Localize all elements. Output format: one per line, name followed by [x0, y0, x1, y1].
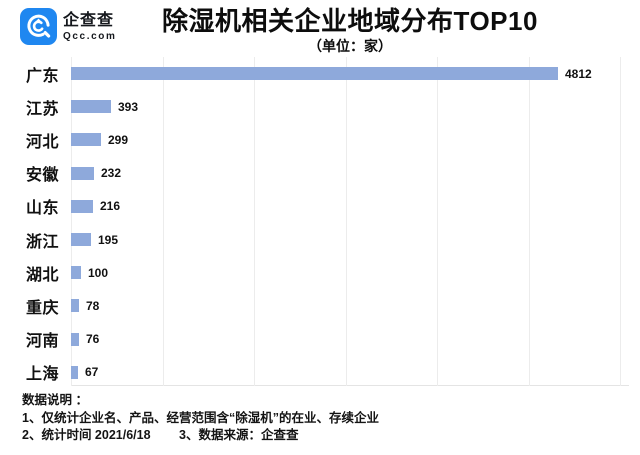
- gridline: [71, 57, 72, 386]
- chart-row: 河北 299: [0, 123, 640, 156]
- bar: [71, 67, 558, 81]
- chart-row: 浙江 195: [0, 223, 640, 256]
- value-label: 195: [98, 232, 119, 247]
- chart-row: 湖北 100: [0, 256, 640, 289]
- bar-wrap: 393: [71, 90, 138, 123]
- region-label: 山东: [26, 200, 60, 218]
- value-label: 232: [101, 166, 122, 181]
- chart-title: 除湿机相关企业地域分布TOP10: [162, 6, 538, 36]
- bar: [71, 299, 79, 313]
- bar: [71, 133, 101, 147]
- region-label: 广东: [26, 67, 60, 85]
- region-label: 河北: [26, 133, 60, 151]
- logo-text: 企查查 Qcc.com: [63, 11, 116, 42]
- gridline: [620, 57, 621, 386]
- value-label: 78: [86, 298, 100, 313]
- region-label: 江苏: [26, 100, 60, 118]
- bar: [71, 266, 81, 280]
- gridline: [162, 57, 164, 386]
- chart-row: 广东 4812: [0, 57, 640, 90]
- footer-notes: 数据说明 ： 1、仅统计企业名、产品、经营范围含“除湿机”的在业、存续企业 2、…: [22, 392, 630, 445]
- value-label: 299: [108, 132, 129, 147]
- chart-row: 山东 216: [0, 190, 640, 223]
- chart-row: 安徽 232: [0, 157, 640, 190]
- chart-subtitle: （单位：家）: [308, 38, 392, 54]
- qcc-logo: 企查查 Qcc.com: [20, 8, 116, 45]
- header: 企查查 Qcc.com 除湿机相关企业地域分布TOP10 （单位：家）: [0, 0, 640, 57]
- region-label: 重庆: [26, 299, 60, 317]
- gridline: [254, 57, 255, 386]
- gridline: [528, 57, 530, 386]
- region-label: 湖北: [26, 266, 60, 284]
- gridlines: [0, 57, 640, 386]
- bar: [71, 199, 93, 213]
- value-label: 4812: [565, 66, 592, 81]
- bar-wrap: 4812: [71, 57, 592, 90]
- footer-note-1: 1、仅统计企业名、产品、经营范围含“除湿机”的在业、存续企业: [22, 410, 379, 425]
- gridline: [437, 57, 438, 386]
- value-label: 216: [100, 199, 121, 214]
- region-label: 浙江: [26, 233, 60, 251]
- region-label: 河南: [26, 333, 60, 351]
- bar-wrap: 299: [71, 123, 128, 156]
- region-label: 上海: [26, 366, 60, 384]
- gridline: [345, 57, 347, 386]
- value-label: 100: [88, 265, 109, 280]
- value-label: 393: [118, 99, 139, 114]
- bar-wrap: 232: [71, 157, 121, 190]
- region-label: 安徽: [26, 167, 60, 185]
- bar: [71, 166, 94, 180]
- chart-row: 上海 67: [0, 356, 640, 389]
- value-label: 76: [86, 332, 100, 347]
- bar-wrap: 78: [71, 289, 99, 322]
- bar: [71, 100, 111, 114]
- footer-note-2: 2、统计时间 2021/6/18 3、数据来源：企查查: [22, 428, 299, 442]
- value-label: 67: [85, 365, 99, 380]
- chart-rows: 广东 4812 江苏 393 河北 299 安徽 232 山东 216 浙江 195 湖北 100 重庆 78…: [0, 57, 640, 389]
- bar-wrap: 195: [71, 223, 118, 256]
- logo-subtext: Qcc.com: [63, 31, 117, 42]
- title-block: 除湿机相关企业地域分布TOP10 （单位：家）: [60, 6, 640, 54]
- x-axis-line: [71, 385, 629, 386]
- bar: [71, 233, 91, 247]
- bar-wrap: 100: [71, 256, 108, 289]
- bar-wrap: 67: [71, 356, 98, 389]
- bar-wrap: 76: [71, 323, 99, 356]
- chart-row: 重庆 78: [0, 289, 640, 322]
- chart-row: 江苏 393: [0, 90, 640, 123]
- chart-row: 河南 76: [0, 323, 640, 356]
- bar: [71, 365, 78, 379]
- bar-chart: 广东 4812 江苏 393 河北 299 安徽 232 山东 216 浙江 195 湖北 100 重庆 78…: [0, 57, 640, 389]
- qcc-logo-icon: [20, 8, 57, 45]
- footer-note-title: 数据说明 ：: [22, 393, 88, 407]
- logo-name: 企查查: [63, 12, 115, 29]
- bar-wrap: 216: [71, 190, 120, 223]
- bar: [71, 332, 79, 346]
